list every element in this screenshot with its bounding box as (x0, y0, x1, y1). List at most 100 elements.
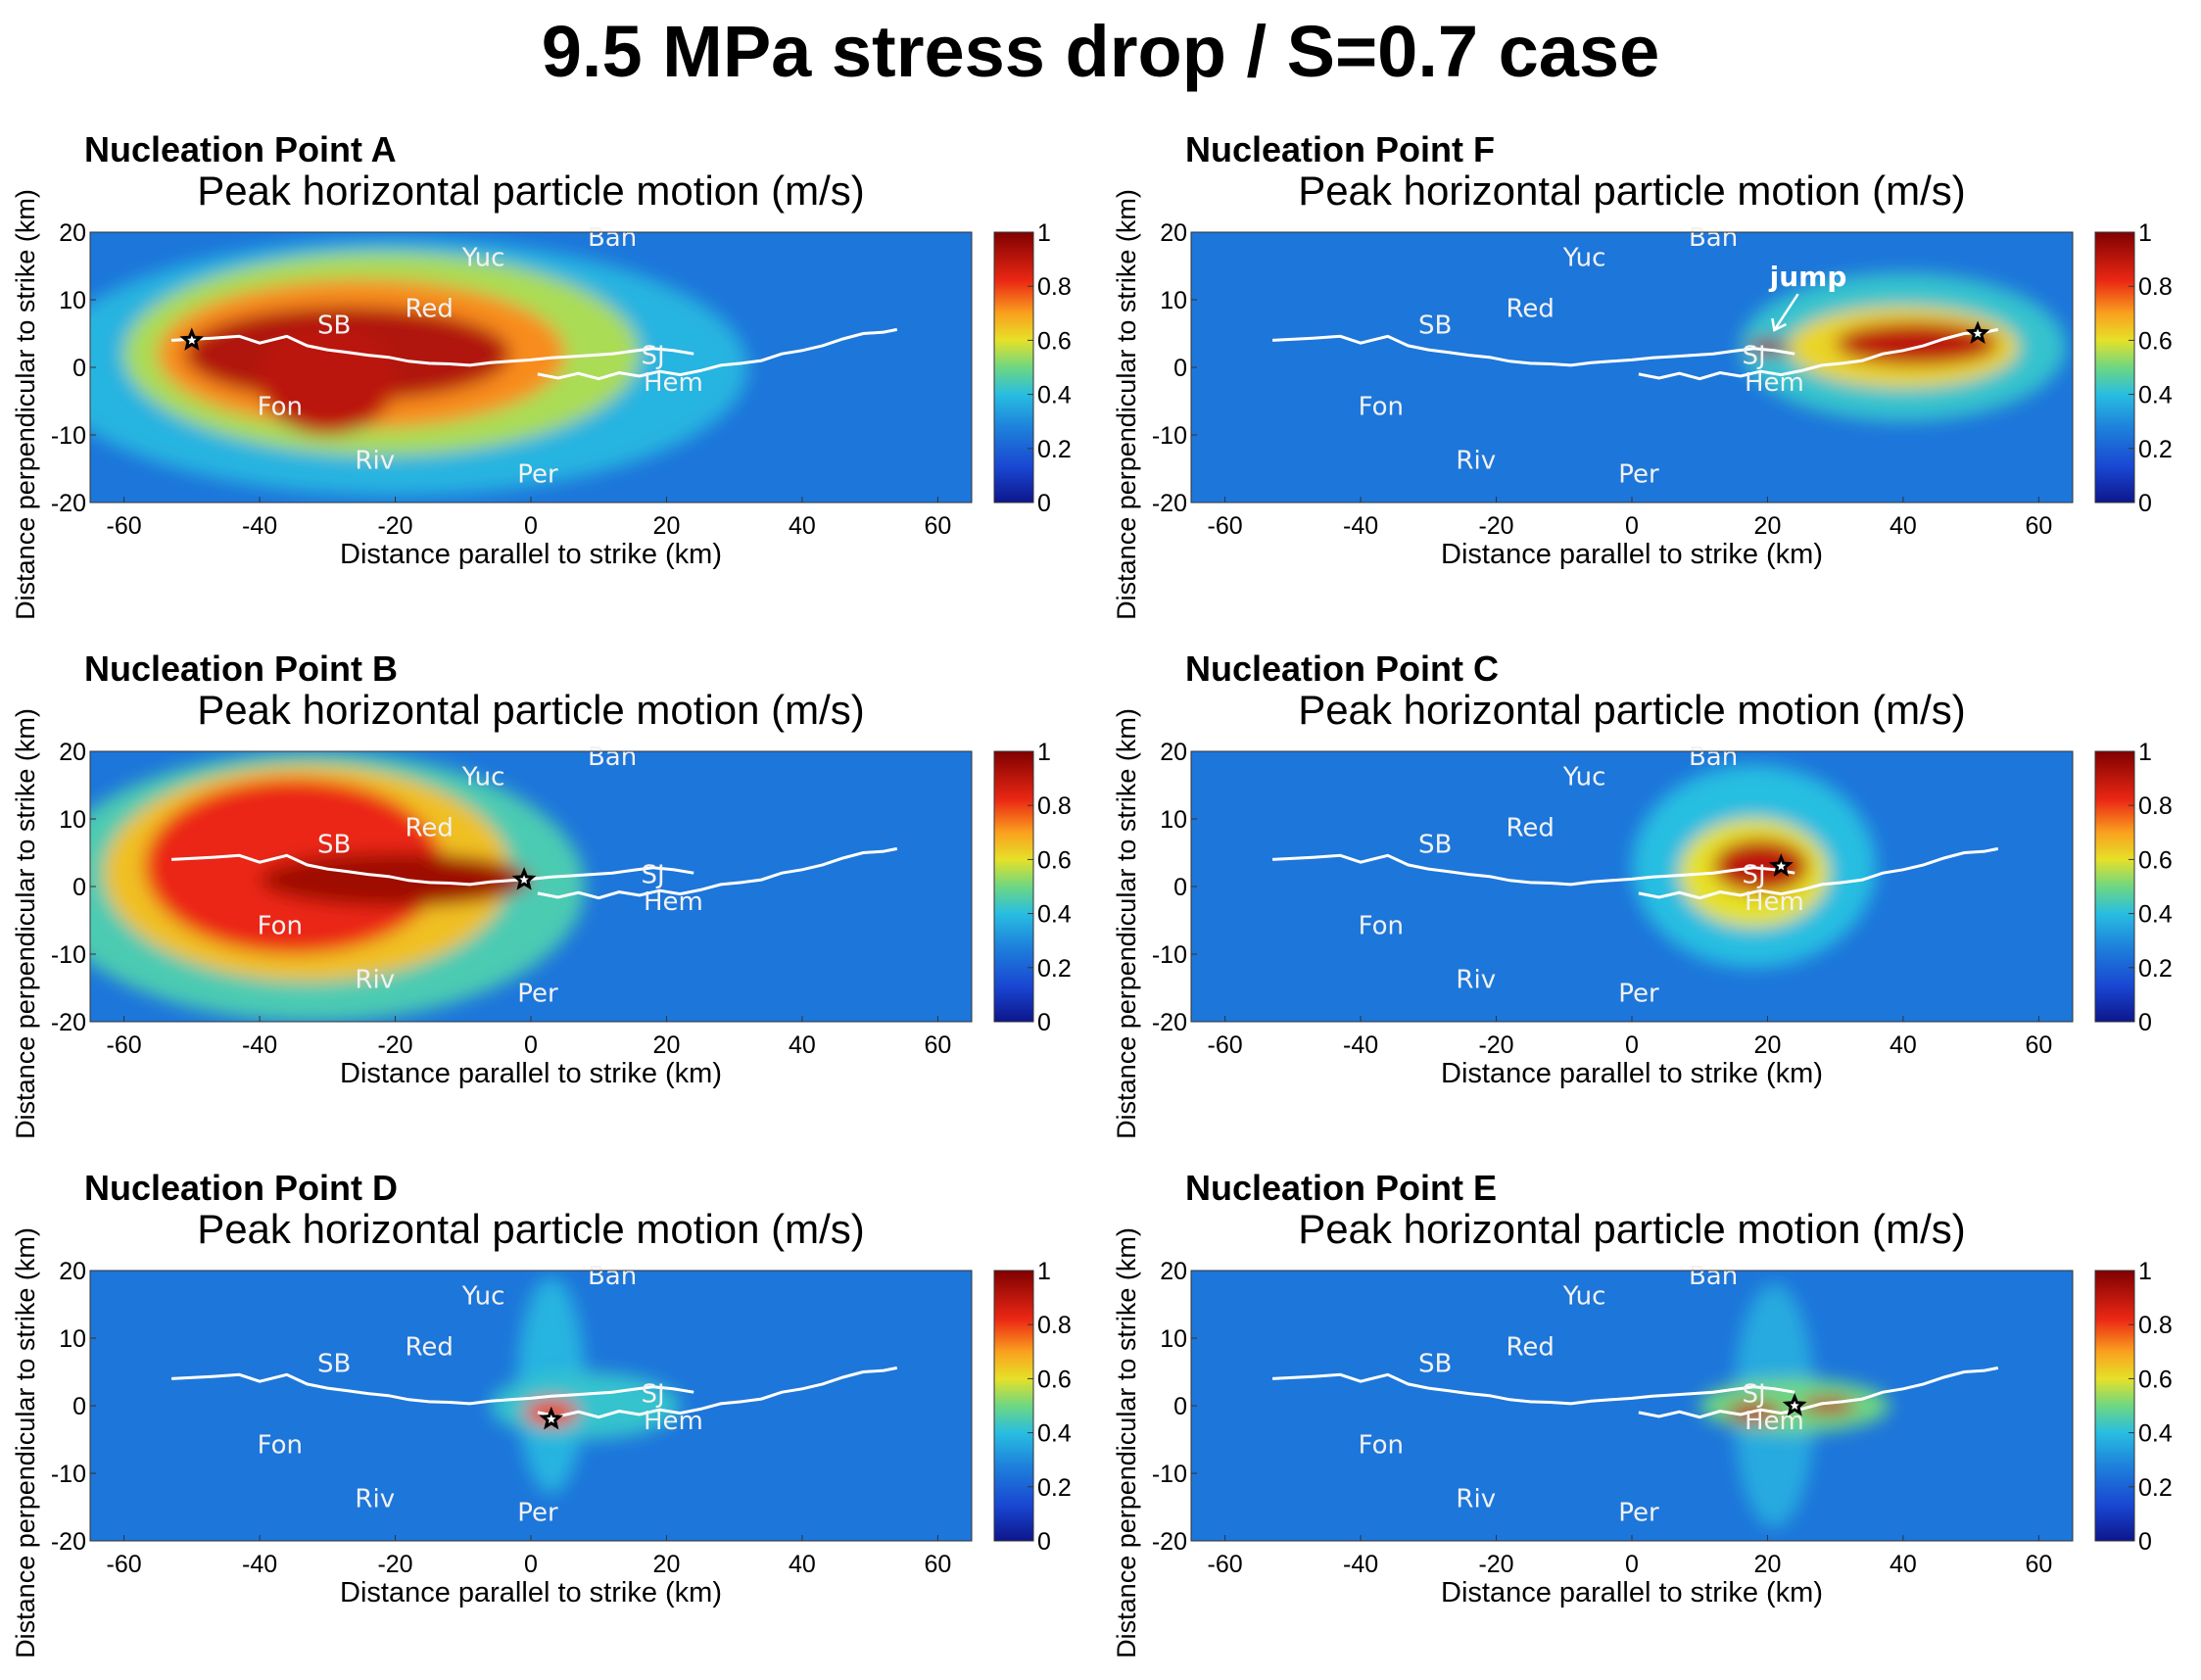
y-tick-label: 0 (72, 874, 86, 901)
location-label: Ban (1689, 743, 1738, 772)
y-axis-label: Distance perpendicular to strike (km) (1112, 708, 1141, 1139)
y-tick-label: 20 (59, 219, 86, 247)
panel-subtitle: Peak horizontal particle motion (m/s) (1298, 687, 1966, 733)
y-tick-label: -20 (51, 490, 86, 517)
x-tick-label: 40 (789, 1551, 816, 1578)
x-tick-label: 20 (653, 1032, 681, 1059)
x-tick-label: 60 (2025, 1032, 2052, 1059)
location-label: SB (1418, 831, 1452, 860)
colorbar-tick-label: 0 (1037, 490, 1051, 517)
colorbar-tick-label: 1 (1037, 219, 1051, 247)
y-tick-label: -10 (51, 941, 86, 969)
location-label: Fon (1359, 1430, 1404, 1460)
x-tick-label: -20 (377, 1032, 412, 1059)
location-label: Riv (1456, 447, 1496, 476)
y-axis-label: Distance perpendicular to strike (km) (1112, 1227, 1141, 1658)
x-tick-label: 40 (1890, 1032, 1917, 1059)
panel-title: Nucleation Point A (84, 129, 397, 169)
location-label: Yuc (1562, 244, 1606, 273)
x-axis-label: Distance parallel to strike (km) (1441, 1058, 1823, 1089)
colorbar-tick-label: 0.4 (1037, 1420, 1072, 1448)
hypocenter-star-icon (539, 1406, 564, 1430)
colorbar (2094, 231, 2135, 504)
fault-trace-san-jacinto (1638, 846, 1999, 900)
panel-title: Nucleation Point B (84, 648, 398, 689)
colorbar-tick-label: 0 (2138, 1009, 2152, 1036)
fault-trace-san-jacinto (1638, 327, 1999, 381)
hypocenter-star-icon (1768, 853, 1794, 877)
colorbar-tick-label: 0 (1037, 1528, 1051, 1556)
location-label: Per (517, 459, 558, 489)
location-label: Riv (1456, 966, 1496, 995)
panel-nucleation-e: Nucleation Point E Peak horizontal partic… (1101, 1161, 2201, 1680)
colorbar (2094, 1270, 2135, 1542)
jump-annotation: jump (1769, 261, 1847, 293)
heatmap-background (1191, 751, 2073, 1022)
x-tick-label: -20 (377, 512, 412, 540)
panel-subtitle: Peak horizontal particle motion (m/s) (197, 168, 865, 214)
location-label: SB (317, 831, 351, 860)
location-label: Red (1506, 294, 1554, 323)
panel-subtitle: Peak horizontal particle motion (m/s) (197, 687, 865, 733)
jump-arrow (1771, 293, 1799, 332)
x-tick-label: 20 (1754, 1032, 1782, 1059)
location-label: Ban (588, 1262, 637, 1291)
x-tick-label: 0 (524, 1032, 538, 1059)
panel-nucleation-c: Nucleation Point C Peak horizontal partic… (1101, 642, 2201, 1161)
figure-title: 9.5 MPa stress drop / S=0.7 case (541, 11, 1660, 92)
panel-nucleation-f: Nucleation Point F Peak horizontal partic… (1101, 122, 2201, 642)
fault-trace-main (171, 334, 694, 367)
hypocenter-star-icon (511, 867, 537, 890)
location-label: Ban (1689, 223, 1738, 253)
location-label: Red (405, 813, 453, 842)
x-tick-label: 40 (789, 512, 816, 540)
location-label: Yuc (1562, 1282, 1606, 1312)
location-label: Hem (644, 888, 703, 917)
y-tick-label: 10 (1160, 287, 1187, 314)
x-tick-label: -60 (1208, 512, 1243, 540)
colorbar-tick-label: 1 (1037, 1258, 1051, 1285)
x-tick-label: 40 (789, 1032, 816, 1059)
location-label: Yuc (461, 244, 505, 273)
x-tick-label: -60 (107, 1032, 142, 1059)
x-tick-label: -60 (1208, 1551, 1243, 1578)
y-axis-label: Distance perpendicular to strike (km) (11, 189, 40, 620)
x-tick-label: 60 (924, 512, 951, 540)
colorbar-tick-label: 0.6 (1037, 846, 1072, 874)
location-label: Hem (1745, 1407, 1804, 1436)
colorbar-tick-label: 0.2 (2138, 436, 2173, 463)
location-label: Ban (588, 743, 637, 772)
y-tick-label: 0 (1173, 355, 1187, 382)
location-label: Red (1506, 1332, 1554, 1362)
location-label: Per (1618, 979, 1659, 1008)
location-label: Yuc (461, 1282, 505, 1312)
location-label: SJ (642, 861, 665, 890)
y-tick-label: 10 (59, 1325, 86, 1353)
location-label: Ban (588, 223, 637, 253)
y-tick-label: -20 (51, 1009, 86, 1036)
colorbar-tick-label: 0.8 (1037, 273, 1072, 301)
x-tick-label: -60 (1208, 1032, 1243, 1059)
panel-nucleation-a: Nucleation Point A Peak horizontal partic… (0, 122, 1100, 642)
y-tick-label: 20 (1160, 1258, 1187, 1285)
x-tick-label: 60 (2025, 1551, 2052, 1578)
x-axis-label: Distance parallel to strike (km) (1441, 1577, 1823, 1608)
y-tick-label: 10 (1160, 1325, 1187, 1353)
location-label: Fon (1359, 392, 1404, 421)
y-tick-label: -20 (51, 1528, 86, 1556)
location-label: SB (317, 312, 351, 341)
y-axis-label: Distance perpendicular to strike (km) (11, 708, 40, 1139)
colorbar-tick-label: 1 (2138, 739, 2152, 766)
colorbar-tick-label: 0.6 (1037, 1366, 1072, 1393)
panel-title: Nucleation Point E (1185, 1168, 1497, 1208)
y-tick-label: -10 (51, 422, 86, 450)
location-label: Fon (1359, 911, 1404, 940)
location-label: Fon (258, 911, 303, 940)
colorbar (2094, 750, 2135, 1023)
y-tick-label: -20 (1152, 1009, 1187, 1036)
location-label: SJ (1743, 342, 1766, 371)
fault-trace-main (171, 853, 694, 887)
y-tick-label: 10 (59, 806, 86, 834)
